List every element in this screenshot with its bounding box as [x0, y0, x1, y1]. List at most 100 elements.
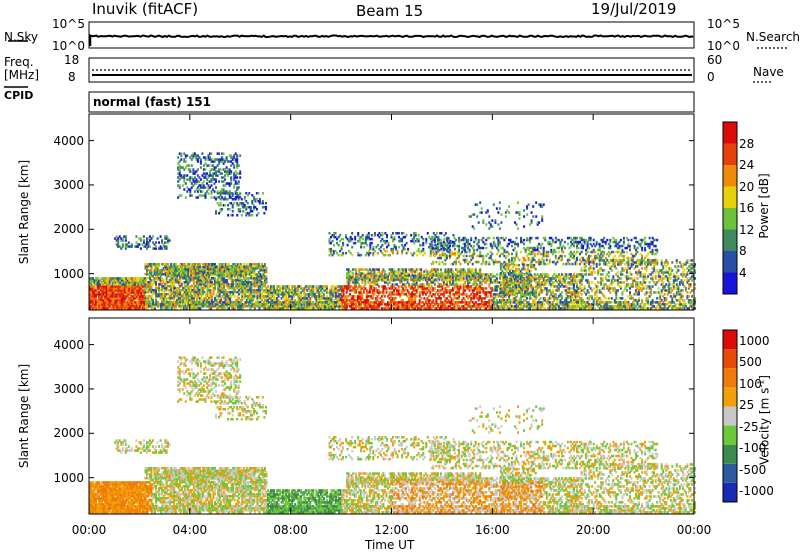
range-cell	[201, 277, 204, 280]
range-cell	[576, 273, 578, 276]
range-cell	[126, 289, 129, 292]
range-cell	[147, 263, 150, 266]
range-cell	[146, 296, 148, 300]
range-cell	[423, 276, 426, 279]
range-cell	[473, 289, 476, 292]
range-cell	[132, 287, 135, 290]
range-cell	[108, 297, 111, 300]
range-cell	[198, 194, 201, 197]
range-cell	[120, 289, 123, 292]
range-cell	[215, 196, 217, 199]
range-cell	[156, 286, 159, 290]
range-cell	[114, 281, 117, 284]
range-cell	[580, 289, 583, 292]
range-cell	[192, 296, 195, 300]
range-cell	[232, 265, 235, 269]
range-cell	[205, 292, 207, 296]
range-cell	[203, 269, 206, 273]
range-cell	[153, 267, 156, 270]
range-cell	[193, 180, 196, 183]
range-cell	[156, 269, 159, 272]
range-cell	[190, 194, 193, 197]
range-cell	[465, 301, 468, 304]
range-cell	[159, 277, 162, 280]
range-cell	[310, 285, 313, 288]
range-cell	[376, 291, 379, 294]
range-cell	[547, 273, 550, 276]
range-cell	[432, 281, 435, 284]
range-cell	[462, 285, 465, 288]
range-cell	[254, 281, 257, 284]
range-cell	[436, 303, 439, 306]
range-cell	[194, 294, 197, 298]
range-cell	[150, 296, 153, 300]
range-cell	[430, 276, 433, 279]
range-cell	[429, 307, 432, 310]
range-cell	[538, 283, 541, 286]
range-cell	[409, 285, 412, 288]
range-cell	[231, 204, 234, 207]
range-cell	[306, 297, 309, 300]
range-cell	[277, 293, 280, 296]
range-cell	[218, 298, 221, 302]
range-cell	[139, 237, 142, 240]
range-cell	[483, 305, 486, 308]
range-cell	[286, 305, 289, 308]
range-cell	[379, 274, 382, 277]
range-cell	[350, 297, 353, 300]
range-cell	[132, 285, 135, 288]
range-cell	[251, 269, 254, 272]
range-cell	[283, 299, 286, 302]
range-cell	[559, 299, 562, 302]
range-cell	[373, 272, 376, 275]
range-cell	[241, 273, 244, 277]
range-cell	[353, 289, 356, 292]
range-cell	[188, 292, 191, 296]
range-cell	[177, 290, 180, 294]
range-cell	[192, 294, 195, 298]
range-cell	[258, 198, 261, 201]
range-cell	[333, 295, 336, 298]
range-cell	[289, 299, 292, 302]
range-cell	[153, 292, 156, 296]
range-cell	[205, 277, 207, 280]
range-cell	[435, 268, 438, 271]
range-cell	[198, 302, 201, 306]
range-cell	[382, 268, 385, 271]
range-cell	[194, 263, 197, 266]
range-cell	[187, 271, 190, 275]
range-cell	[206, 277, 209, 280]
range-cell	[161, 284, 164, 288]
range-cell	[230, 214, 233, 217]
range-cell	[220, 302, 223, 306]
range-cell	[236, 192, 239, 195]
range-cell	[359, 297, 362, 300]
range-cell	[576, 293, 578, 296]
range-cell	[141, 277, 144, 280]
range-cell	[303, 293, 306, 296]
range-cell	[449, 278, 451, 281]
range-cell	[205, 273, 208, 277]
range-cell	[183, 263, 186, 266]
range-cell	[237, 204, 240, 207]
range-cell	[438, 289, 441, 292]
range-cell	[544, 297, 547, 300]
range-cell	[144, 288, 147, 292]
range-cell	[477, 291, 480, 294]
range-cell	[90, 291, 93, 294]
range-cell	[117, 287, 120, 290]
range-cell	[202, 267, 205, 271]
range-cell	[423, 289, 426, 292]
range-cell	[504, 301, 507, 304]
range-cell	[405, 283, 408, 286]
range-cell	[476, 289, 479, 292]
range-cell	[468, 275, 471, 278]
range-cell	[135, 295, 138, 298]
range-cell	[229, 284, 232, 288]
range-cell	[262, 281, 265, 284]
range-cell	[140, 279, 143, 282]
range-cell	[573, 285, 575, 288]
range-cell	[120, 247, 123, 250]
range-cell	[117, 305, 120, 308]
range-cell	[365, 291, 368, 294]
